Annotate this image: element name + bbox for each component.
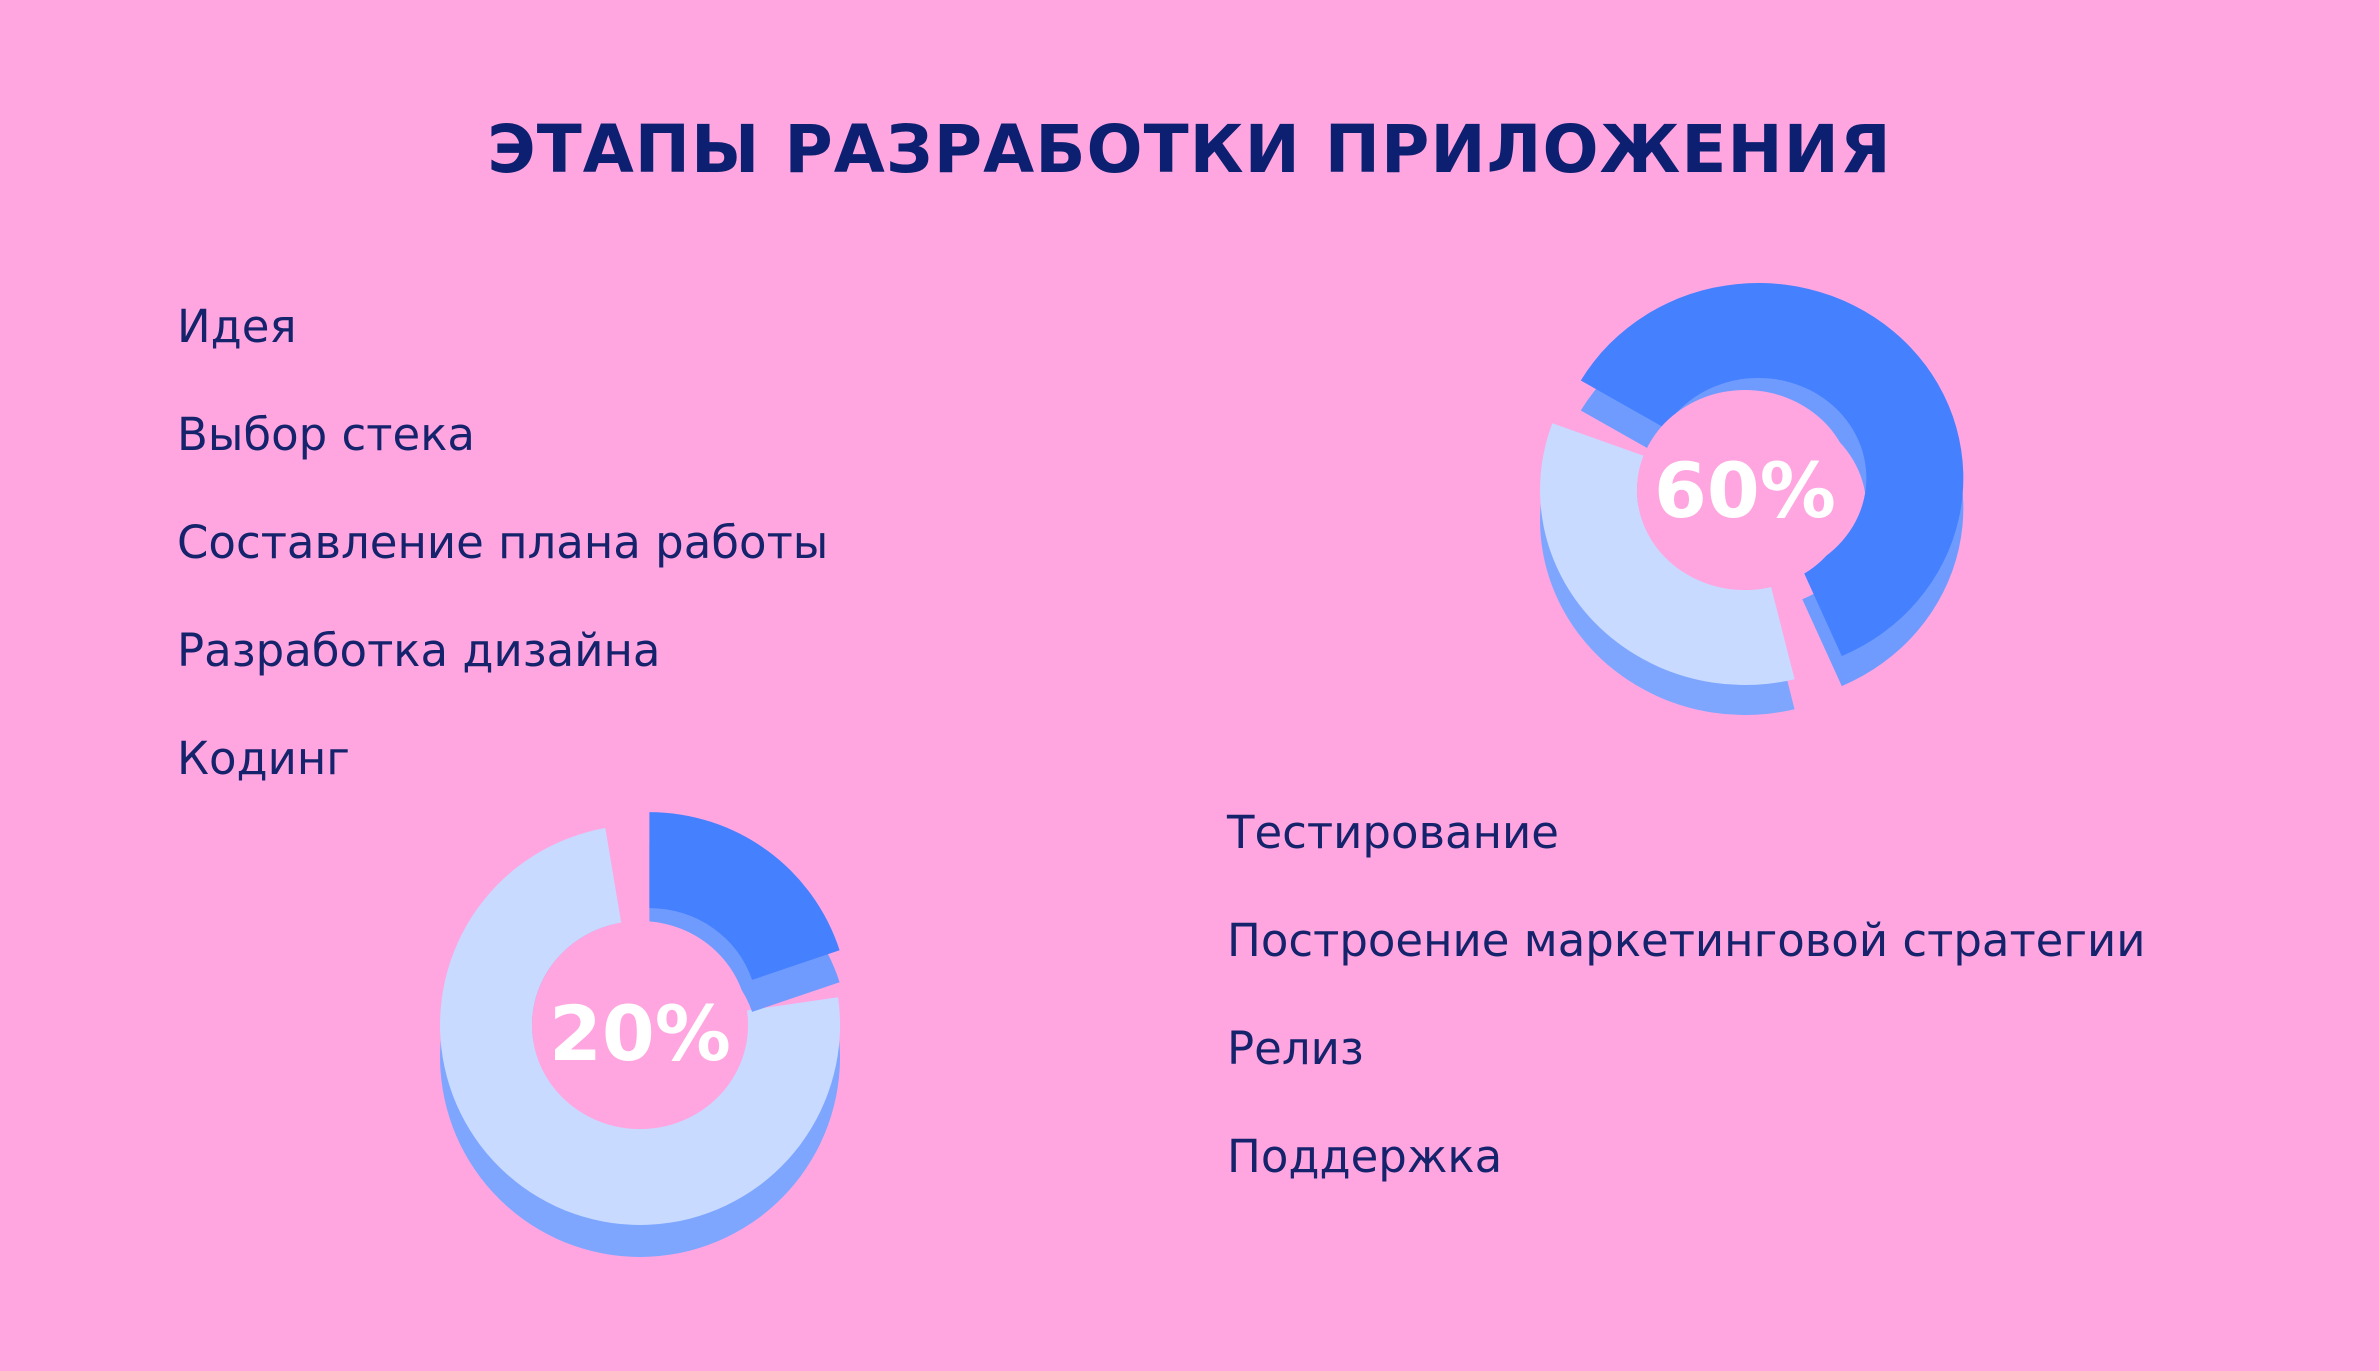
stages-list-right: Тестирование Построение маркетинговой ст…: [1227, 806, 2146, 1238]
list-item: Кодинг: [177, 732, 350, 785]
donut-percent-label: 60%: [1654, 446, 1836, 535]
donut-hole: [1637, 390, 1853, 590]
list-item: Выбор стека: [177, 408, 475, 461]
list-item: Разработка дизайна: [177, 624, 661, 677]
list-item: Тестирование: [1227, 806, 1559, 859]
list-item: Релиз: [1227, 1022, 1364, 1075]
donut-hole: [532, 921, 748, 1129]
donut-highlight-slice: [649, 812, 840, 980]
donut-rest-slice: [1540, 423, 1795, 685]
donut-rest-slice: [440, 828, 841, 1225]
list-item: Построение маркетинговой стратегии: [1227, 914, 2146, 967]
donut-chart-20: 20%: [440, 812, 841, 1257]
list-item: Поддержка: [1227, 1130, 1503, 1183]
donut-highlight-slice: [1580, 282, 1964, 657]
donut-percent-label: 20%: [549, 989, 731, 1078]
page-title: ЭТАПЫ РАЗРАБОТКИ ПРИЛОЖЕНИЯ: [487, 111, 1892, 188]
list-item: Составление плана работы: [177, 516, 829, 569]
donut-chart-60: 60%: [1540, 282, 1964, 715]
list-item: Идея: [177, 300, 297, 353]
stages-list-left: Идея Выбор стека Составление плана работ…: [177, 300, 828, 840]
